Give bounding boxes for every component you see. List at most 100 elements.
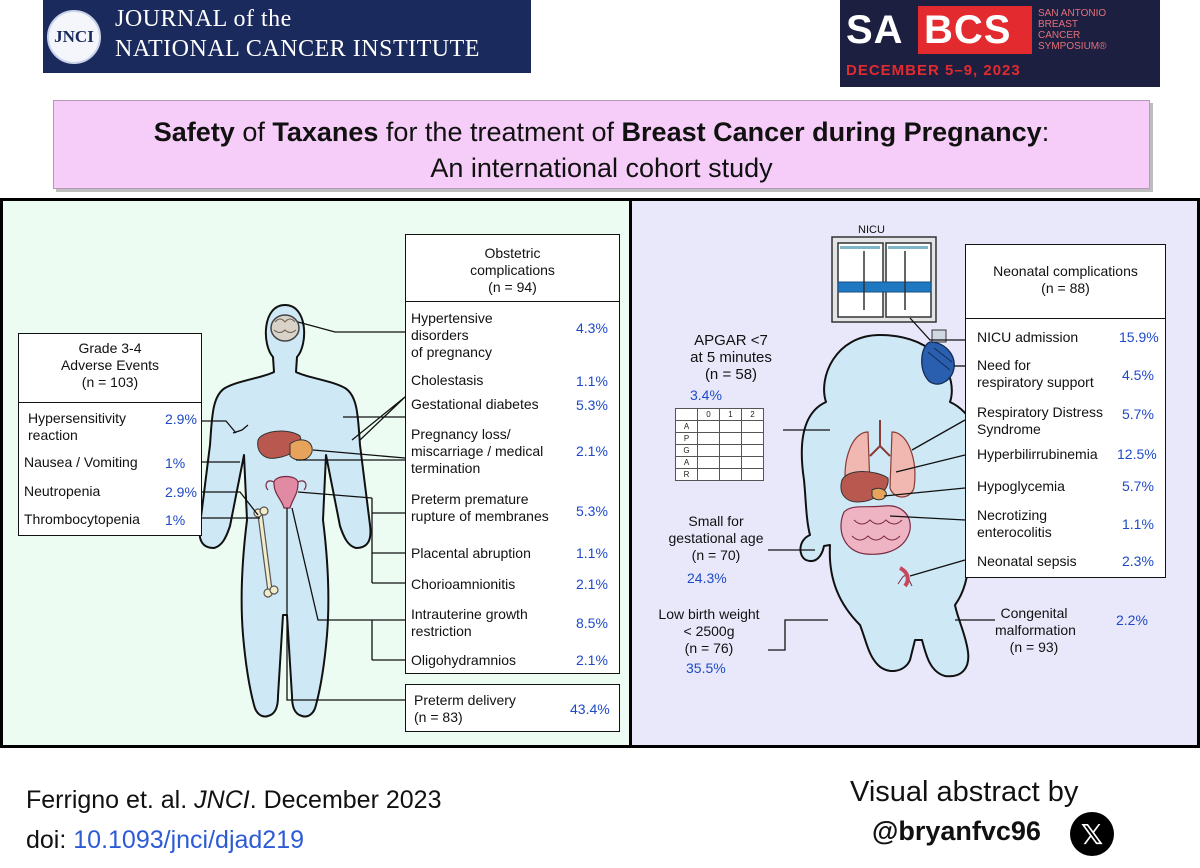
doi-link[interactable]: 10.1093/jnci/djad219 — [73, 826, 305, 854]
neonatal-item-label: Respiratory Distress Syndrome — [977, 404, 1104, 437]
divider — [19, 402, 201, 403]
adverse-item-label: Nausea / Vomiting — [24, 454, 138, 470]
adverse-item-pct: 2.9% — [165, 411, 197, 427]
apgar-col: 2 — [741, 408, 764, 421]
apgar-table: 0 1 2 A P G A R — [675, 408, 764, 481]
jnci-logo-line2: NATIONAL CANCER INSTITUTE — [115, 36, 480, 62]
adverse-events-header: Grade 3-4 Adverse Events (n = 103) — [60, 340, 160, 390]
sabcs-subtitle: SAN ANTONIO BREAST CANCER SYMPOSIUM® — [1038, 8, 1107, 52]
citation: Ferrigno et. al. JNCI. December 2023 — [26, 786, 441, 815]
apgar-header-row: 0 1 2 — [675, 408, 764, 421]
title-phrase-breast-cancer: Breast Cancer during Pregnancy — [621, 117, 1042, 147]
apgar-row-label: R — [675, 468, 698, 481]
title-word-safety: Safety — [153, 117, 235, 147]
x-logo-icon[interactable]: 𝕏 — [1070, 812, 1114, 856]
apgar-col: 0 — [697, 408, 720, 421]
apgar-row: A — [675, 456, 764, 469]
neonatal-box: Neonatal complications (n = 88) — [965, 244, 1166, 578]
preterm-delivery-pct: 43.4% — [570, 701, 610, 717]
adverse-events-box: Grade 3-4 Adverse Events (n = 103) — [18, 333, 202, 536]
neonatal-item-label: Hyperbilirrubinemia — [977, 446, 1098, 462]
neonatal-item-pct: 12.5% — [1117, 446, 1157, 462]
blood-vessel-icon — [897, 566, 913, 588]
obstetric-item-pct: 4.3% — [576, 320, 608, 336]
neonatal-item-pct: 5.7% — [1122, 406, 1154, 422]
title-box: Safety of Taxanes for the treatment of B… — [53, 100, 1150, 189]
sga-label: Small for gestational age (n = 70) — [668, 513, 764, 563]
adverse-item-label: Neutropenia — [24, 483, 101, 499]
sabcs-red-block — [918, 6, 1032, 54]
doi-line: doi: 10.1093/jnci/djad219 — [26, 826, 304, 855]
nicu-door-icon — [831, 236, 937, 323]
obstetric-item-pct: 1.1% — [576, 545, 608, 561]
neonatal-item-label: Neonatal sepsis — [977, 553, 1077, 569]
preterm-delivery-label: Preterm delivery (n = 83) — [414, 692, 516, 725]
preterm-delivery-box — [405, 684, 620, 732]
sabcs-logo: SA BCS SAN ANTONIO BREAST CANCER SYMPOSI… — [840, 0, 1160, 87]
jnci-logo: JNCI JOURNAL of the NATIONAL CANCER INST… — [43, 0, 531, 73]
liver-icon — [257, 430, 313, 461]
uterus-icon — [265, 475, 307, 509]
visual-abstract-credit: Visual abstract by — [850, 776, 1079, 808]
neonatal-item-pct: 1.1% — [1122, 516, 1154, 532]
citation-date: . December 2023 — [249, 786, 442, 814]
brain-icon — [270, 314, 300, 342]
lbw-pct: 35.5% — [686, 660, 726, 676]
citation-journal: JNCI — [194, 786, 250, 814]
neonatal-item-label: Hypoglycemia — [977, 478, 1065, 494]
intestines-icon — [840, 505, 911, 555]
adverse-item-label: Hypersensitivity reaction — [28, 410, 127, 443]
apgar-row: P — [675, 432, 764, 445]
apgar-row-label: G — [675, 444, 698, 457]
congenital-pct: 2.2% — [1116, 612, 1148, 628]
obstetric-item-label: Oligohydramnios — [411, 652, 517, 668]
neonatal-item-pct: 15.9% — [1119, 329, 1159, 345]
apgar-row-label: A — [675, 420, 698, 433]
neonatal-item-pct: 2.3% — [1122, 553, 1154, 569]
apgar-row-label: A — [675, 456, 698, 469]
obstetric-item-label: Chorioamnionitis — [411, 576, 516, 592]
lbw-label: Low birth weight < 2500g (n = 76) — [658, 606, 760, 656]
adverse-item-pct: 1% — [165, 512, 186, 528]
obstetric-item-pct: 5.3% — [576, 397, 608, 413]
connector-lines — [200, 317, 995, 701]
obstetric-header: Obstetric complications (n = 94) — [470, 245, 555, 295]
author-handle[interactable]: @bryanfvc96 — [872, 816, 1041, 846]
obstetric-item-label: Cholestasis — [411, 372, 484, 388]
neonatal-item-pct: 5.7% — [1122, 478, 1154, 494]
jnci-seal-icon: JNCI — [47, 10, 101, 64]
divider — [966, 318, 1165, 319]
neonatal-header: Neonatal complications (n = 88) — [993, 263, 1138, 296]
obstetric-item-pct: 2.1% — [576, 443, 608, 459]
adverse-item-label: Thrombocytopenia — [24, 511, 140, 527]
obstetric-item-pct: 1.1% — [576, 373, 608, 389]
congenital-label: Congenital malformation (n = 93) — [995, 605, 1076, 655]
sga-pct: 24.3% — [687, 570, 727, 586]
sabcs-date: DECEMBER 5–9, 2023 — [846, 62, 1021, 79]
title-colon: : — [1041, 117, 1050, 147]
obstetric-item-label: Gestational diabetes — [411, 396, 539, 412]
obstetric-item-label: Preterm premature rupture of membranes — [411, 491, 549, 524]
adult-body-icon — [198, 304, 372, 718]
obstetric-item-label: Pregnancy loss/ miscarriage / medical te… — [411, 426, 544, 476]
ventilation-bag-icon — [921, 329, 955, 385]
apgar-pct: 3.4% — [690, 387, 722, 403]
obstetric-item-label: Hypertensive disorders of pregnancy — [411, 310, 493, 360]
jnci-logo-line1: JOURNAL of the — [115, 6, 292, 32]
apgar-col: 1 — [719, 408, 742, 421]
baby-liver-icon — [840, 471, 889, 503]
title-word-taxanes: Taxanes — [272, 117, 379, 147]
adverse-item-pct: 2.9% — [165, 484, 197, 500]
neonatal-item-label: Necrotizing enterocolitis — [977, 507, 1052, 540]
neonatal-item-label: Need for respiratory support — [977, 357, 1094, 390]
obstetric-item-pct: 8.5% — [576, 615, 608, 631]
obstetric-item-label: Intrauterine growth restriction — [411, 606, 528, 639]
doi-prefix: doi: — [26, 826, 74, 854]
bone-icon — [253, 506, 279, 598]
obstetric-item-pct: 5.3% — [576, 503, 608, 519]
title-word-of: of — [234, 117, 273, 147]
sabcs-sa-text: SA — [846, 8, 904, 52]
obstetric-item-pct: 2.1% — [576, 576, 608, 592]
obstetric-item-pct: 2.1% — [576, 652, 608, 668]
page-subtitle: An international cohort study — [430, 153, 773, 183]
